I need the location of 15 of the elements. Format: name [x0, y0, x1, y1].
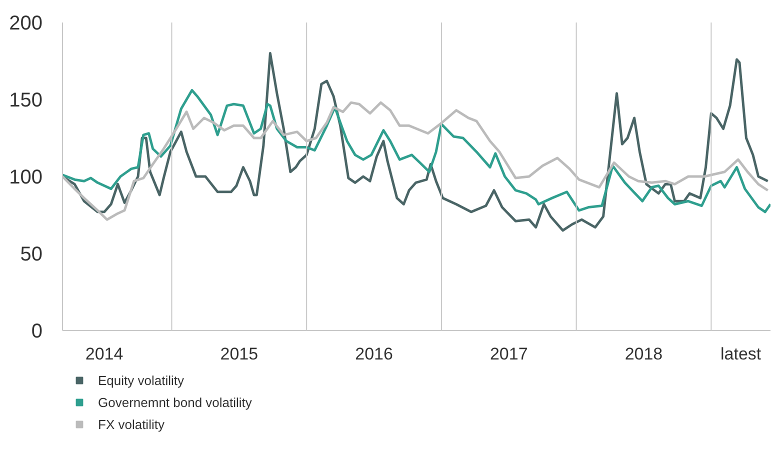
legend-label: Governemnt bond volatility [98, 394, 252, 410]
legend-label: Equity volatility [98, 372, 184, 388]
y-tick-label: 200 [9, 12, 43, 34]
x-tick-label: 2018 [624, 344, 663, 364]
x-tick-label: 2014 [85, 344, 124, 364]
legend-label: FX volatility [98, 416, 164, 432]
y-tick-label: 150 [9, 90, 43, 112]
y-tick-label: 100 [9, 166, 43, 188]
x-tick-label: latest [720, 344, 762, 364]
line-series [62, 52, 770, 232]
x-tick-label: 2017 [490, 344, 528, 364]
y-tick-label: 0 [31, 320, 42, 342]
x-tick-label: 2016 [355, 344, 393, 364]
y-tick-label: 50 [20, 244, 43, 266]
x-tick-label: 2015 [220, 344, 258, 364]
